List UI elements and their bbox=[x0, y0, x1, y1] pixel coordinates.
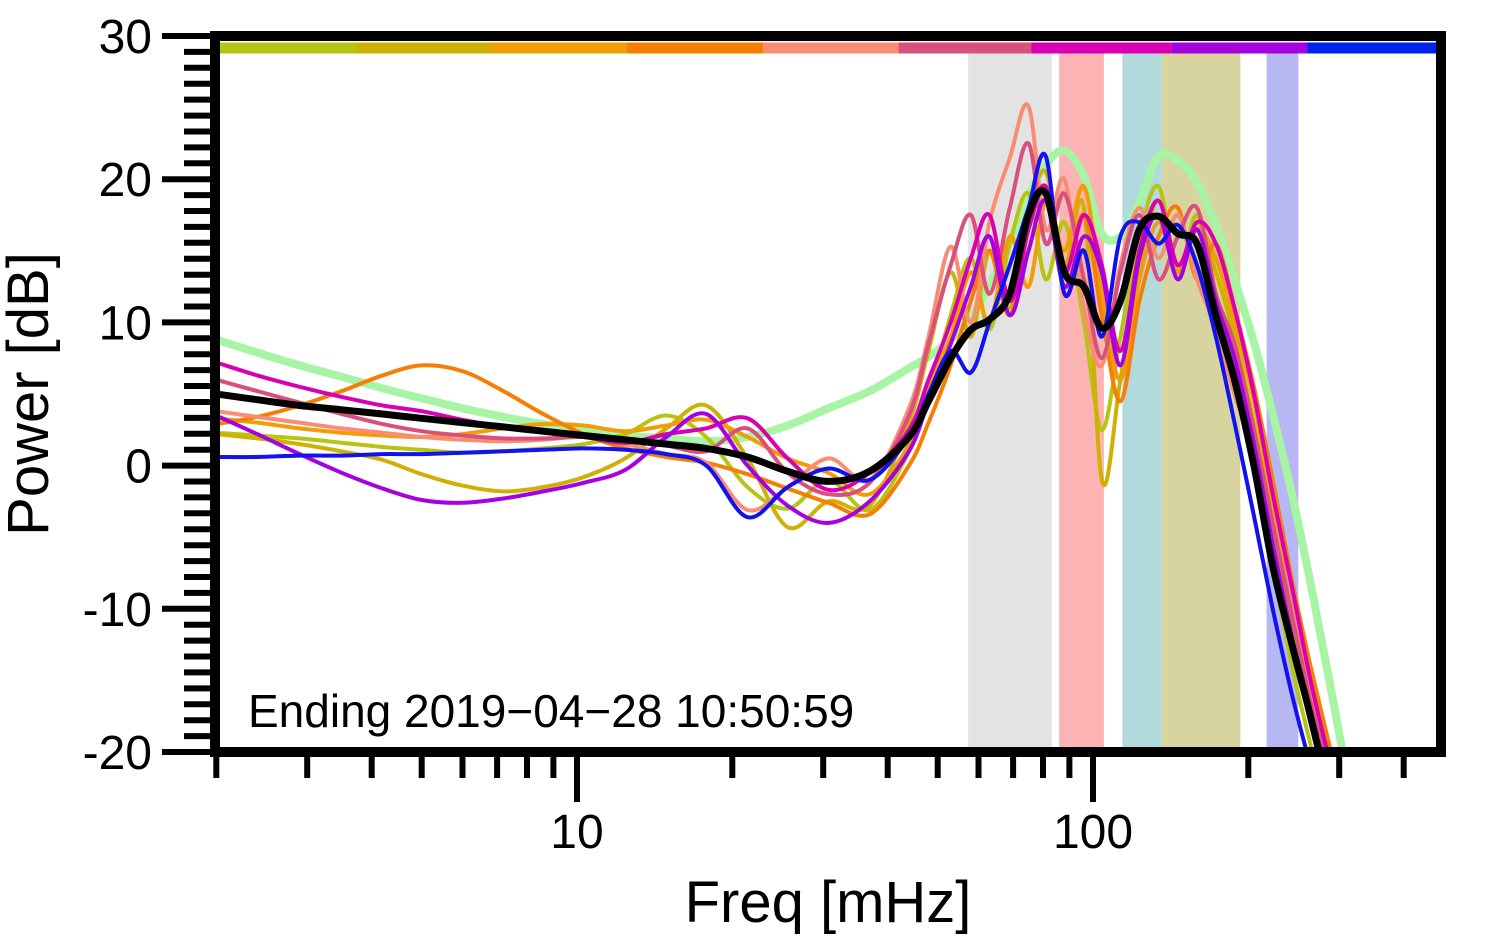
y-tick-label: 20 bbox=[99, 154, 152, 207]
colorbar-segment-3 bbox=[490, 42, 627, 54]
curve-segment-6 bbox=[220, 141, 1325, 747]
colorbar-segment-6 bbox=[898, 42, 1032, 54]
curves-layer bbox=[220, 102, 1346, 747]
band-olive bbox=[1161, 53, 1241, 747]
axis-ticks-layer bbox=[162, 33, 1407, 802]
plot-frame bbox=[210, 31, 1446, 757]
y-axis-title: Power [dB] bbox=[0, 252, 61, 536]
y-tick-label: -10 bbox=[83, 584, 152, 637]
colorbar-segment-2 bbox=[355, 42, 491, 54]
colorbar-segment-1 bbox=[216, 42, 356, 54]
colorbar-segment-7 bbox=[1031, 42, 1172, 54]
curve-mean-spectrum bbox=[220, 187, 1322, 747]
colorbar-segment-9 bbox=[1307, 42, 1441, 54]
time-colorbar bbox=[216, 42, 1441, 54]
y-tick-label: 10 bbox=[99, 297, 152, 350]
y-tick-label: 0 bbox=[125, 441, 152, 494]
y-tick-label: 30 bbox=[99, 11, 152, 64]
x-tick-label: 10 bbox=[550, 806, 603, 859]
y-tick-label: -20 bbox=[83, 727, 152, 780]
colorbar-segment-8 bbox=[1171, 42, 1308, 54]
x-axis-title: Freq [mHz] bbox=[685, 870, 972, 935]
colorbar-segment-4 bbox=[627, 42, 764, 54]
ending-timestamp-annotation: Ending 2019−04−28 10:50:59 bbox=[248, 685, 854, 737]
curve-segment-8 bbox=[220, 198, 1319, 747]
colorbar-segment-5 bbox=[763, 42, 899, 54]
x-tick-label: 100 bbox=[1053, 806, 1133, 859]
